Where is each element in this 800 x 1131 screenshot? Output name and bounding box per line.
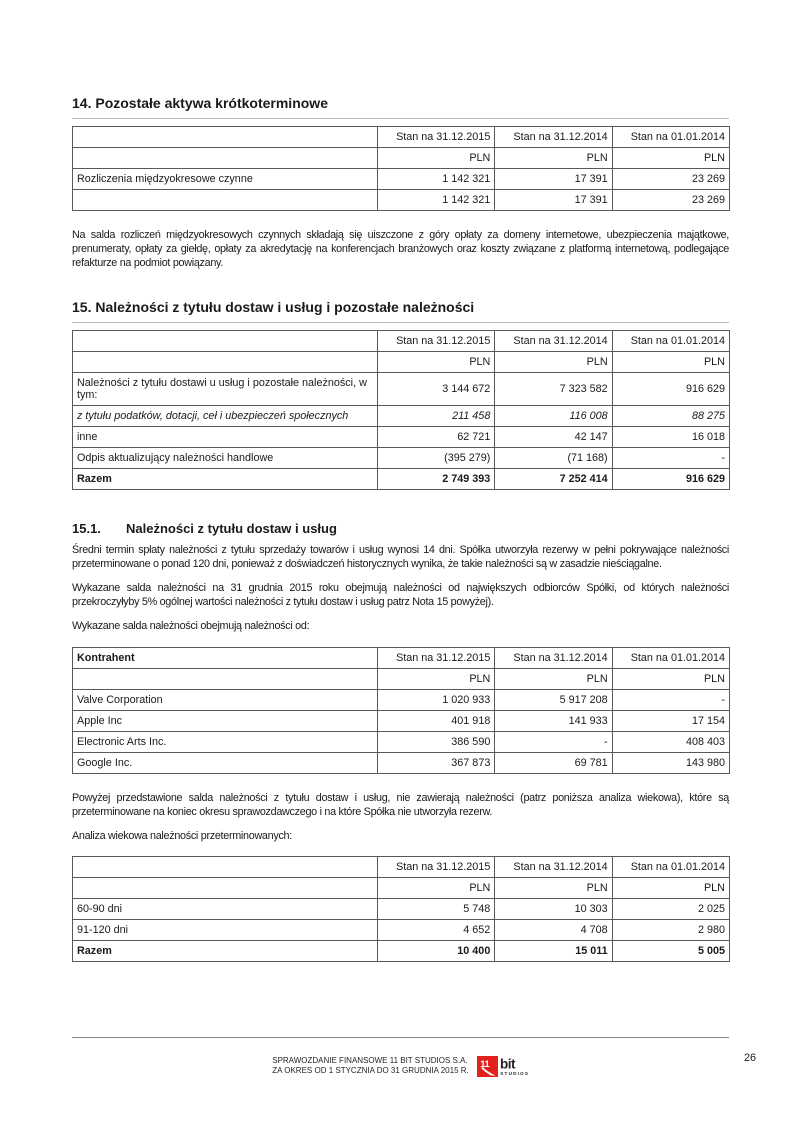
svg-text:11: 11 [480,1059,489,1069]
svg-text:bit: bit [500,1056,516,1071]
svg-text:STUDIOS: STUDIOS [500,1071,529,1076]
